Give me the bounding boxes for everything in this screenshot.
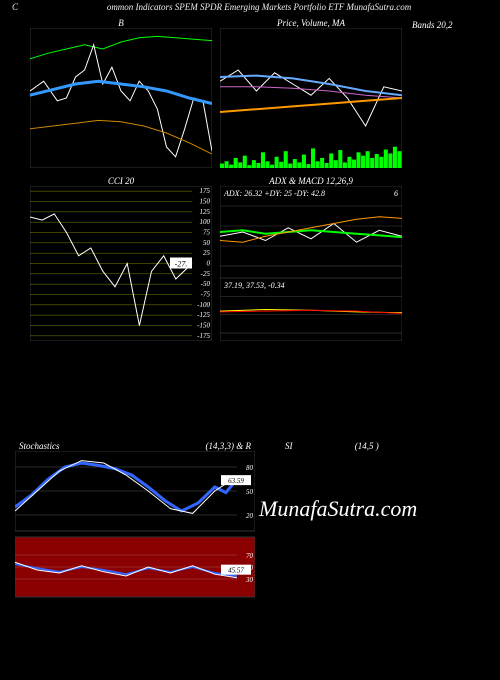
svg-text:-27.: -27. xyxy=(175,260,188,269)
svg-text:75: 75 xyxy=(203,229,211,237)
svg-text:-100: -100 xyxy=(197,301,210,309)
svg-text:125: 125 xyxy=(200,208,211,216)
page-header: ommon Indicators SPEM SPDR Emerging Mark… xyxy=(107,2,411,12)
bb-panel: B xyxy=(30,18,212,168)
svg-text:80: 80 xyxy=(246,464,254,472)
svg-text:-25: -25 xyxy=(201,270,211,278)
price-panel: Price, Volume, MA xyxy=(220,18,402,168)
bands-side-title: Bands 20,2 xyxy=(412,20,422,30)
svg-text:175: 175 xyxy=(200,187,211,195)
svg-text:37.19, 37.53, -0.34: 37.19, 37.53, -0.34 xyxy=(223,281,285,290)
adx-macd-chart: ADX: 26.32 +DY: 25 -DY: 42.8 6 37.19, 37.5… xyxy=(220,186,402,341)
svg-text:45.57: 45.57 xyxy=(228,567,244,575)
svg-text:-75: -75 xyxy=(201,291,211,299)
bb-title: B xyxy=(30,18,212,28)
stoch-chart: 20508063.5930507045.57 xyxy=(15,451,255,601)
svg-text:-50: -50 xyxy=(201,280,211,288)
stoch-title-mid: (14,3,3) & R xyxy=(206,441,252,451)
stoch-panel: Stochastics (14,3,3) & R 20508063.593050… xyxy=(15,441,255,601)
adx-macd-panel: ADX & MACD 12,26,9 ADX: 26.32 +DY: 25 -D… xyxy=(220,176,402,341)
svg-text:30: 30 xyxy=(245,576,254,584)
svg-text:-150: -150 xyxy=(197,322,210,330)
cci-chart: 175 150 125 100 75 50 25 0 -25 -50 -75 -100 -125 -150… xyxy=(30,186,212,341)
svg-text:100: 100 xyxy=(200,218,211,226)
adx-macd-title: ADX & MACD 12,26,9 xyxy=(220,176,402,186)
svg-text:20: 20 xyxy=(246,512,254,520)
cci-panel: CCI 20 175 150 125 100 75 50 25 0 -25 -50 -75 -100 -… xyxy=(30,176,212,341)
cci-title: CCI 20 xyxy=(30,176,212,186)
svg-text:63.59: 63.59 xyxy=(228,477,244,485)
stoch-title-far: (14,5 ) xyxy=(355,441,379,451)
svg-text:25: 25 xyxy=(203,249,211,257)
price-chart xyxy=(220,28,402,168)
watermark-text: MunafaSutra.com xyxy=(259,496,417,522)
svg-text:6: 6 xyxy=(394,189,398,198)
svg-text:-175: -175 xyxy=(197,332,210,340)
svg-text:50: 50 xyxy=(246,488,254,496)
svg-text:-125: -125 xyxy=(197,311,210,319)
stoch-title-right: SI xyxy=(285,441,293,451)
svg-text:70: 70 xyxy=(246,552,254,560)
svg-text:50: 50 xyxy=(203,239,211,247)
bb-chart xyxy=(30,28,212,168)
svg-text:0: 0 xyxy=(207,260,211,268)
stoch-title-left: Stochastics xyxy=(19,441,60,451)
header-left-char: C xyxy=(12,2,18,12)
price-title: Price, Volume, MA xyxy=(220,18,402,28)
svg-text:150: 150 xyxy=(200,198,211,206)
svg-text:ADX: 26.32 +DY: 25 -DY: 42.8: ADX: 26.32 +DY: 25 -DY: 42.8 xyxy=(223,189,325,198)
